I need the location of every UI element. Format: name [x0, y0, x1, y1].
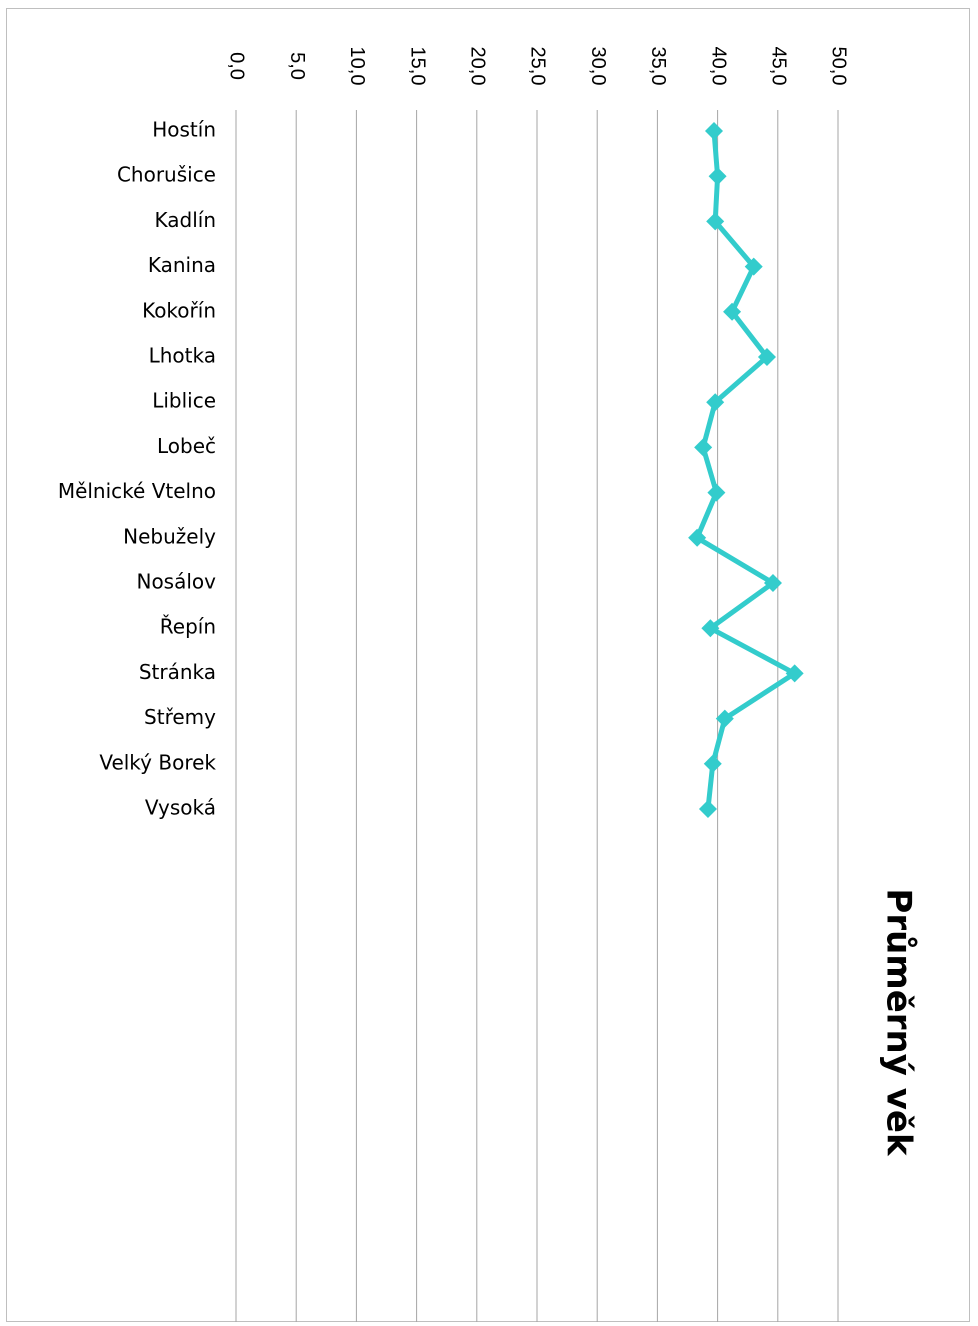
category-label: Kadlín	[154, 208, 216, 232]
tick-label: 40,0	[707, 47, 729, 86]
tick-labels: 0,0 5,0 10,0 15,0 20,0 25,0 30,0 35,0 40,0 45,0 50…	[226, 47, 850, 86]
tick-label: 30,0	[587, 47, 609, 86]
category-label: Stránka	[139, 660, 216, 684]
data-point-marker	[706, 212, 725, 231]
category-label: Lhotka	[149, 344, 216, 368]
data-point-marker	[744, 257, 763, 276]
data-point-marker	[703, 754, 722, 773]
tick-label: 20,0	[467, 47, 489, 86]
category-label: Střemy	[144, 705, 216, 729]
category-label: Velký Borek	[99, 750, 216, 774]
tick-label: 0,0	[226, 52, 248, 80]
category-label: Hostín	[152, 118, 216, 142]
category-label: Nebužely	[123, 524, 216, 548]
data-point-marker	[763, 574, 782, 592]
tick-label: 50,0	[828, 47, 850, 86]
data-point-marker	[706, 393, 725, 412]
tick-label: 10,0	[346, 47, 368, 86]
data-point-marker	[698, 800, 717, 818]
category-label: Kokořín	[142, 298, 216, 322]
series-line	[694, 130, 798, 810]
category-label: Lobeč	[157, 434, 216, 458]
category-label: Vysoká	[145, 796, 216, 820]
category-label: Kanina	[148, 253, 216, 277]
series-group	[688, 122, 804, 818]
tick-label: 25,0	[527, 47, 549, 86]
data-point-marker	[757, 348, 776, 366]
data-point-marker	[688, 528, 707, 547]
tick-label: 35,0	[647, 47, 669, 86]
chart-title: Průměrný věk	[879, 888, 919, 1157]
tick-label: 45,0	[768, 47, 790, 86]
category-label: Chorušice	[117, 163, 216, 187]
category-labels: Hostín Chorušice Kadlín Kanina Kokořín Lhotka…	[58, 118, 217, 820]
category-label: Nosálov	[136, 570, 216, 594]
grid-lines	[235, 110, 839, 1322]
tick-label: 5,0	[286, 52, 308, 80]
data-point-marker	[694, 438, 713, 457]
data-point-marker	[715, 709, 734, 728]
category-label: Mělnické Vtelno	[58, 479, 216, 503]
tick-label: 15,0	[406, 47, 428, 86]
data-point-marker	[723, 302, 742, 321]
data-point-marker	[701, 619, 720, 638]
data-point-marker	[704, 122, 723, 140]
data-point-marker	[785, 664, 804, 683]
data-point-marker	[708, 167, 727, 186]
data-point-marker	[707, 483, 726, 502]
category-label: Liblice	[152, 389, 216, 413]
category-label: Řepín	[160, 615, 216, 639]
chart-frame	[6, 8, 970, 1322]
